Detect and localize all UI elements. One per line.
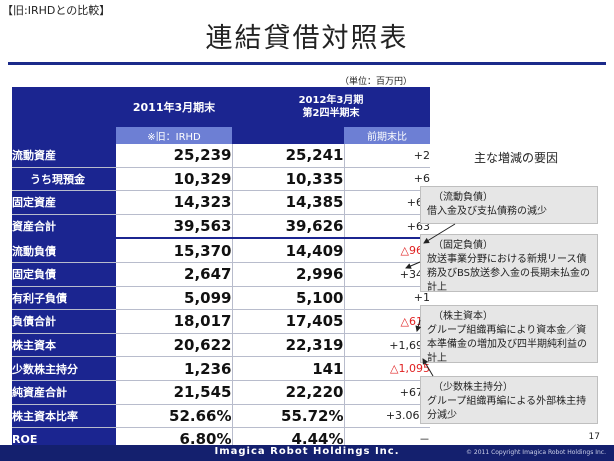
row-value-fy2011: 10,329 xyxy=(116,167,232,192)
row-label: うち現預金 xyxy=(12,167,116,192)
row-diff: +349 xyxy=(343,262,430,287)
row-label: 株主資本比率 xyxy=(12,404,116,429)
subheader-blank xyxy=(12,127,116,144)
row-diff: +2 xyxy=(343,144,430,168)
row-value-fy2012-q2: 17,405 xyxy=(231,309,344,334)
table-row: 流動資産 25,239 25,241 +2 xyxy=(12,144,430,168)
table-row: 流動負債 15,370 14,409 △961 xyxy=(12,237,430,263)
footer-bar: Imagica Robot Holdings Inc. © 2011 Copyr… xyxy=(0,445,614,461)
row-label: 固定資産 xyxy=(12,190,116,215)
row-value-fy2011: 20,622 xyxy=(116,333,232,358)
header-fy2012-q2: 2012年3月期 第2四半期末 xyxy=(232,87,430,127)
row-value-fy2011: 2,647 xyxy=(116,262,232,287)
row-value-fy2011: 14,323 xyxy=(116,190,232,215)
row-diff: +6 xyxy=(343,167,430,192)
factor-body: 放送事業分野における新規リース債務及びBS放送参入金の長期未払金の計上 xyxy=(427,254,591,293)
company-logo: Imagica Robot Holdings Inc. xyxy=(214,446,400,457)
row-diff: △612 xyxy=(343,309,430,334)
table-row: うち現預金 10,329 10,335 +6 xyxy=(12,167,430,192)
factor-heading: （少数株主持分） xyxy=(433,382,513,393)
page-title: 連結貸借対照表 xyxy=(205,23,409,54)
row-value-fy2012-q2: 22,319 xyxy=(231,333,344,358)
row-value-fy2011: 1,236 xyxy=(116,356,232,381)
table-row: 固定負債 2,647 2,996 +349 xyxy=(12,262,430,287)
row-label: 固定負債 xyxy=(12,262,116,287)
row-value-fy2012-q2: 141 xyxy=(231,356,344,381)
factor-body: グループ組織再編により資本金／資本準備金の増加及び四半期純利益の計上 xyxy=(427,325,587,364)
table-row: 有利子負債 5,099 5,100 +1 xyxy=(12,286,430,311)
arrow-minority-interest xyxy=(422,358,434,377)
row-value-fy2011: 21,545 xyxy=(116,380,232,405)
factor-heading: （固定負債） xyxy=(433,240,493,251)
table-row: 固定資産 14,323 14,385 +62 xyxy=(12,190,430,215)
header-fy2012-line1: 2012年3月期 xyxy=(298,95,364,106)
subheader-diff: 前期末比 xyxy=(344,127,430,144)
table-row: 資産合計 39,563 39,626 +63 xyxy=(12,214,430,239)
arrow-shareholders-equity xyxy=(415,319,422,332)
row-label: 株主資本 xyxy=(12,333,116,358)
row-value-fy2011: 52.66% xyxy=(116,404,232,429)
row-value-fy2012-q2: 10,335 xyxy=(231,167,344,192)
row-value-fy2012-q2: 2,996 xyxy=(231,262,344,287)
table-row: 株主資本 20,622 22,319 +1,697 xyxy=(12,333,430,358)
table-row: 純資産合計 21,545 22,220 +675 xyxy=(12,380,430,405)
row-value-fy2012-q2: 39,626 xyxy=(231,214,344,239)
factor-heading: （株主資本） xyxy=(433,311,493,322)
header-fy2012-line2: 第2四半期末 xyxy=(302,108,360,119)
row-diff: △961 xyxy=(343,237,430,263)
row-value-fy2012-q2: 5,100 xyxy=(231,286,344,311)
row-value-fy2012-q2: 14,385 xyxy=(231,190,344,215)
row-value-fy2012-q2: 25,241 xyxy=(231,144,344,168)
comparison-note: 【旧:IRHDとの比較】 xyxy=(2,4,111,17)
factor-box-shareholders-equity: （株主資本） グループ組織再編により資本金／資本準備金の増加及び四半期純利益の計… xyxy=(420,305,598,364)
factor-box-current-liabilities: （流動負債） 借入金及び支払債務の減少 xyxy=(420,186,598,224)
table-row: 株主資本比率 52.66% 55.72% +3.06% xyxy=(12,404,430,429)
row-diff: +1 xyxy=(343,286,430,311)
row-value-fy2012-q2: 22,220 xyxy=(231,380,344,405)
header-fy2011: 2011年3月期末 xyxy=(116,87,232,127)
row-diff: △1,095 xyxy=(343,356,430,381)
factor-box-fixed-liabilities: （固定負債） 放送事業分野における新規リース債務及びBS放送参入金の長期未払金の… xyxy=(420,234,598,293)
row-diff: +3.06% xyxy=(343,404,430,429)
balance-sheet-table: 2011年3月期末 2012年3月期 第2四半期末 ※旧：IRHD 前期末比 流… xyxy=(12,87,430,452)
row-label: 流動負債 xyxy=(12,237,116,263)
row-value-fy2011: 25,239 xyxy=(116,144,232,168)
factor-heading: （流動負債） xyxy=(433,192,493,203)
subheader-blank-2 xyxy=(232,127,344,144)
row-label: 少数株主持分 xyxy=(12,356,116,381)
table-subheader-row: ※旧：IRHD 前期末比 xyxy=(12,127,430,144)
row-label: 純資産合計 xyxy=(12,380,116,405)
factors-title: 主な増減の要因 xyxy=(474,151,559,165)
row-value-fy2011: 18,017 xyxy=(116,309,232,334)
row-value-fy2012-q2: 55.72% xyxy=(231,404,344,429)
row-value-fy2011: 15,370 xyxy=(116,237,232,263)
title-rule xyxy=(8,62,606,65)
factor-body: 借入金及び支払債務の減少 xyxy=(427,206,547,217)
header-blank xyxy=(12,87,116,127)
subheader-old-irhd: ※旧：IRHD xyxy=(116,127,232,144)
table-row: 負債合計 18,017 17,405 △612 xyxy=(12,309,430,334)
row-value-fy2012-q2: 14,409 xyxy=(231,237,344,263)
page-number: 17 xyxy=(588,432,600,442)
arrow-current-liabilities xyxy=(423,223,456,244)
row-value-fy2011: 5,099 xyxy=(116,286,232,311)
row-label: 資産合計 xyxy=(12,214,116,239)
factor-box-minority-interest: （少数株主持分） グループ組織再編による外部株主持分減少 xyxy=(420,376,598,424)
row-label: 有利子負債 xyxy=(12,286,116,311)
row-diff: +1,697 xyxy=(343,333,430,358)
table-header-row: 2011年3月期末 2012年3月期 第2四半期末 xyxy=(12,87,430,127)
arrow-fixed-liabilities xyxy=(405,261,421,269)
factor-body: グループ組織再編による外部株主持分減少 xyxy=(427,396,587,421)
row-label: 流動資産 xyxy=(12,144,116,168)
table-row: 少数株主持分 1,236 141 △1,095 xyxy=(12,356,430,381)
copyright: © 2011 Copyright Imagica Robot Holdings … xyxy=(465,449,606,456)
row-label: 負債合計 xyxy=(12,309,116,334)
unit-label: （単位：百万円） xyxy=(340,77,413,87)
